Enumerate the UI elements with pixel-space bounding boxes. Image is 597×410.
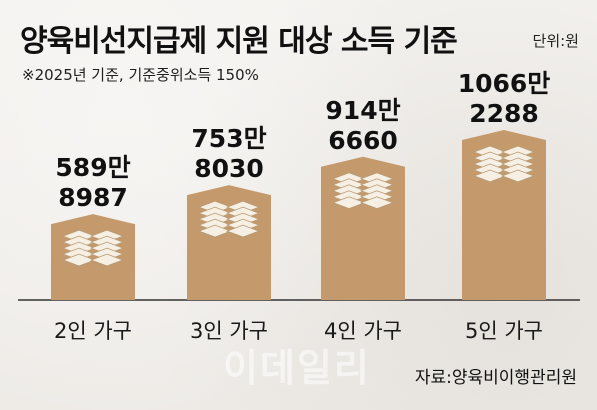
value-label: 8987: [58, 183, 128, 212]
category-label: 3인 가구: [190, 319, 268, 343]
paper-stack-edge: [332, 202, 366, 210]
unit-label: 단위:원: [532, 32, 579, 50]
value-label: 1066만: [458, 69, 551, 98]
paper-stack-edge: [90, 259, 124, 267]
value-label: 753만: [191, 124, 266, 153]
bar-group: [462, 130, 546, 300]
value-label: 8030: [194, 154, 264, 183]
chart-title: 양육비선지급제 지원 대상 소득 기준: [20, 24, 458, 59]
paper-stack-edge: [360, 202, 394, 210]
bar-group: [51, 214, 135, 300]
bar: [462, 130, 546, 300]
bar: [187, 185, 271, 300]
value-label: 914만: [325, 96, 400, 125]
category-label: 4인 가구: [324, 319, 402, 343]
paper-stack-edge: [62, 259, 96, 267]
source-label: 자료:양육비이행관리원: [414, 368, 577, 388]
bar-group: [321, 156, 405, 300]
watermark-text: 이데일리: [223, 346, 371, 390]
paper-stack-edge: [226, 230, 260, 238]
category-label: 2인 가구: [54, 319, 132, 343]
paper-stack-edge: [198, 230, 232, 238]
value-label: 2288: [469, 99, 539, 128]
category-label: 5인 가구: [465, 319, 543, 343]
bar: [51, 214, 135, 300]
note-label: ※2025년 기준, 기준중위소득 150%: [22, 66, 259, 84]
paper-stack-edge: [501, 175, 535, 183]
paper-stack-edge: [473, 175, 507, 183]
bar-group: [187, 185, 271, 300]
value-label: 6660: [328, 126, 398, 155]
value-label: 589만: [55, 153, 130, 182]
